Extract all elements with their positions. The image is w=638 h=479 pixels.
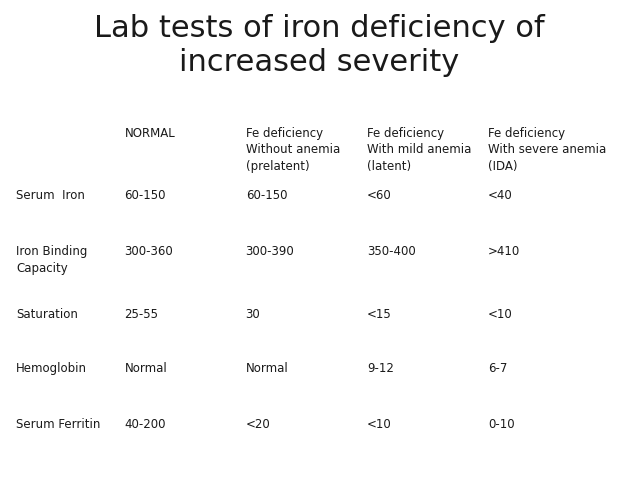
- Text: 0-10: 0-10: [488, 418, 515, 431]
- Text: 9-12: 9-12: [367, 362, 394, 375]
- Text: Serum Ferritin: Serum Ferritin: [16, 418, 100, 431]
- Text: <40: <40: [488, 189, 513, 202]
- Text: NORMAL: NORMAL: [124, 127, 175, 140]
- Text: <20: <20: [246, 418, 271, 431]
- Text: 350-400: 350-400: [367, 245, 415, 258]
- Text: Lab tests of iron deficiency of
increased severity: Lab tests of iron deficiency of increase…: [94, 14, 544, 77]
- Text: 25-55: 25-55: [124, 308, 158, 320]
- Text: 30: 30: [246, 308, 260, 320]
- Text: Saturation: Saturation: [16, 308, 78, 320]
- Text: 300-390: 300-390: [246, 245, 294, 258]
- Text: Hemoglobin: Hemoglobin: [16, 362, 87, 375]
- Text: Fe deficiency
With mild anemia
(latent): Fe deficiency With mild anemia (latent): [367, 127, 471, 173]
- Text: Iron Binding
Capacity: Iron Binding Capacity: [16, 245, 87, 275]
- Text: <10: <10: [488, 308, 513, 320]
- Text: <15: <15: [367, 308, 392, 320]
- Text: >410: >410: [488, 245, 521, 258]
- Text: 6-7: 6-7: [488, 362, 507, 375]
- Text: 300-360: 300-360: [124, 245, 173, 258]
- Text: Serum  Iron: Serum Iron: [16, 189, 85, 202]
- Text: 60-150: 60-150: [124, 189, 166, 202]
- Text: Normal: Normal: [246, 362, 288, 375]
- Text: Normal: Normal: [124, 362, 167, 375]
- Text: <10: <10: [367, 418, 392, 431]
- Text: <60: <60: [367, 189, 392, 202]
- Text: 60-150: 60-150: [246, 189, 287, 202]
- Text: Fe deficiency
Without anemia
(prelatent): Fe deficiency Without anemia (prelatent): [246, 127, 340, 173]
- Text: 40-200: 40-200: [124, 418, 166, 431]
- Text: Fe deficiency
With severe anemia
(IDA): Fe deficiency With severe anemia (IDA): [488, 127, 606, 173]
